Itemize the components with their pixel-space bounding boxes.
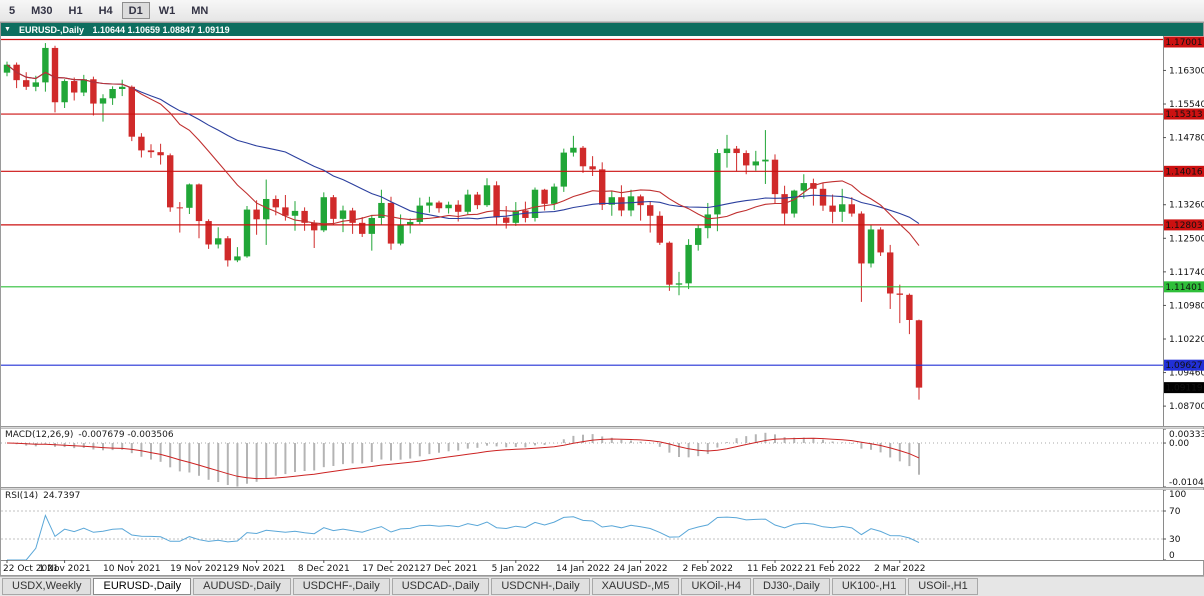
rsi-panel[interactable]: RSI(14) 24.7397 100 70 30 0 <box>1 490 1204 560</box>
tab-usdcad-daily[interactable]: USDCAD-,Daily <box>391 578 490 595</box>
price-level-badge <box>1164 359 1204 371</box>
svg-text:70: 70 <box>1169 507 1181 517</box>
tab-ukoil-h4[interactable]: UKOil-,H4 <box>681 578 751 595</box>
svg-text:1.08700: 1.08700 <box>1169 402 1204 412</box>
svg-text:1.15540: 1.15540 <box>1169 100 1204 110</box>
svg-text:1.11401: 1.11401 <box>1165 283 1202 293</box>
date-label: 2 Mar 2022 <box>874 564 925 574</box>
date-label: 19 Nov 2021 <box>170 564 228 574</box>
date-label: 21 Feb 2022 <box>805 564 861 574</box>
price-chart-svg: 1.16300 1.15540 1.14780 1.13260 1.12500 1.117… <box>1 36 1204 426</box>
svg-text:1.11740: 1.11740 <box>1169 268 1204 278</box>
price-chart-panel[interactable]: 1.16300 1.15540 1.14780 1.13260 1.12500 1.117… <box>1 36 1204 426</box>
price-level-badge <box>1164 165 1204 177</box>
macd-histogram <box>15 432 920 487</box>
rsi-line <box>7 513 920 560</box>
svg-text:1.17001: 1.17001 <box>1165 38 1202 48</box>
tab-audusd-daily[interactable]: AUDUSD-,Daily <box>193 578 291 595</box>
svg-text:1.12803: 1.12803 <box>1165 221 1202 231</box>
date-label: 10 Nov 2021 <box>103 564 161 574</box>
date-label: 22 Oct 2021 <box>3 564 59 574</box>
rsi-axis: 100 70 30 0 <box>1163 490 1186 560</box>
date-label: 14 Jan 2022 <box>556 564 610 574</box>
timeframe-toolbar: 5 M30 H1 H4 D1 W1 MN <box>0 0 1204 22</box>
date-label: 11 Feb 2022 <box>747 564 803 574</box>
candlesticks <box>3 43 923 400</box>
chart-title: EURUSD-,Daily 1.10644 1.10659 1.08847 1.… <box>19 25 236 35</box>
price-level-badge <box>1164 281 1204 293</box>
rsi-svg: 100 70 30 0 <box>1 490 1186 560</box>
price-level-badge <box>1164 108 1204 120</box>
horizontal-lines <box>1 38 1163 366</box>
rsi-label: RSI(14) 24.7397 <box>5 491 81 501</box>
svg-text:1.13260: 1.13260 <box>1169 201 1204 211</box>
svg-text:1.10220: 1.10220 <box>1169 335 1204 345</box>
svg-text:0.00333: 0.00333 <box>1169 430 1204 440</box>
svg-text:100: 100 <box>1169 490 1186 500</box>
svg-text:1.16300: 1.16300 <box>1169 66 1204 76</box>
macd-label: MACD(12,26,9) -0.007679 -0.003506 <box>5 430 174 440</box>
svg-text:1.15313: 1.15313 <box>1165 110 1202 120</box>
macd-signal-line <box>6 437 920 480</box>
date-axis[interactable]: 22 Oct 2021 1 Nov 2021 10 Nov 2021 19 Nov 2… <box>1 560 1204 575</box>
svg-text:30: 30 <box>1169 535 1181 545</box>
svg-text:1.14780: 1.14780 <box>1169 134 1204 144</box>
svg-text:0.00: 0.00 <box>1169 439 1189 449</box>
date-label: 29 Nov 2021 <box>228 564 286 574</box>
svg-text:1.09119: 1.09119 <box>1165 384 1202 394</box>
date-label: 24 Jan 2022 <box>614 564 668 574</box>
svg-text:0: 0 <box>1169 551 1175 560</box>
chart-symbol-label: EURUSD-,Daily <box>18 24 84 35</box>
timeframe-button-d1[interactable]: D1 <box>121 2 150 19</box>
date-label: 5 Jan 2022 <box>492 564 540 574</box>
timeframe-button-m30[interactable]: M30 <box>31 5 53 17</box>
svg-text:1.09460: 1.09460 <box>1169 369 1204 379</box>
tab-dj30-daily[interactable]: DJ30-,Daily <box>752 578 830 595</box>
timeframe-button-w1[interactable]: W1 <box>158 5 176 17</box>
date-label: 17 Dec 2021 <box>362 564 420 574</box>
chart-window: ▼ EURUSD-,Daily 1.10644 1.10659 1.08847 … <box>0 22 1204 576</box>
chart-quotes-label: 1.10644 1.10659 1.08847 1.09119 <box>92 24 230 35</box>
chevron-down-icon[interactable]: ▼ <box>4 26 11 33</box>
tab-eurusd-daily[interactable]: EURUSD-,Daily <box>93 578 192 595</box>
date-label: 8 Dec 2021 <box>298 564 350 574</box>
tab-uk100-h1[interactable]: UK100-,H1 <box>831 578 907 595</box>
ma-line-14 <box>6 64 920 246</box>
svg-text:1.12500: 1.12500 <box>1169 234 1204 244</box>
tab-usdchf-daily[interactable]: USDCHF-,Daily <box>292 578 390 595</box>
macd-panel[interactable]: MACD(12,26,9) -0.007679 -0.003506 0.00333… <box>1 429 1204 487</box>
price-level-badge <box>1164 36 1204 48</box>
svg-text:-0.01043: -0.01043 <box>1169 478 1204 487</box>
timeframe-button-mn[interactable]: MN <box>191 5 209 17</box>
date-label: 2 Feb 2022 <box>683 564 733 574</box>
svg-text:1.14016: 1.14016 <box>1165 167 1202 177</box>
svg-text:1.09627: 1.09627 <box>1165 361 1202 371</box>
price-axis: 1.16300 1.15540 1.14780 1.13260 1.12500 1.117… <box>1163 36 1204 426</box>
panel-splitter[interactable] <box>1 487 1203 490</box>
timeframe-button-h1[interactable]: H1 <box>68 5 83 17</box>
current-price-badge <box>1164 382 1204 394</box>
timeframe-button-5[interactable]: 5 <box>9 5 16 17</box>
panel-splitter[interactable] <box>1 426 1203 429</box>
ma-line-30 <box>6 64 920 225</box>
chart-title-bar: ▼ EURUSD-,Daily 1.10644 1.10659 1.08847 … <box>1 23 1203 36</box>
date-label: 1 Nov 2021 <box>39 564 91 574</box>
date-label: 27 Dec 2021 <box>420 564 478 574</box>
tab-usoil-h1[interactable]: USOil-,H1 <box>908 578 978 595</box>
svg-text:1.10980: 1.10980 <box>1169 301 1204 311</box>
tab-usdx-weekly[interactable]: USDX,Weekly <box>2 578 92 595</box>
tab-usdcnh-daily[interactable]: USDCNH-,Daily <box>491 578 590 595</box>
chart-tabs: USDX,Weekly EURUSD-,Daily AUDUSD-,Daily USD… <box>0 576 1204 596</box>
price-level-badge <box>1164 219 1204 231</box>
timeframe-button-h4[interactable]: H4 <box>98 5 113 17</box>
tab-xauusd-m5[interactable]: XAUUSD-,M5 <box>591 578 680 595</box>
